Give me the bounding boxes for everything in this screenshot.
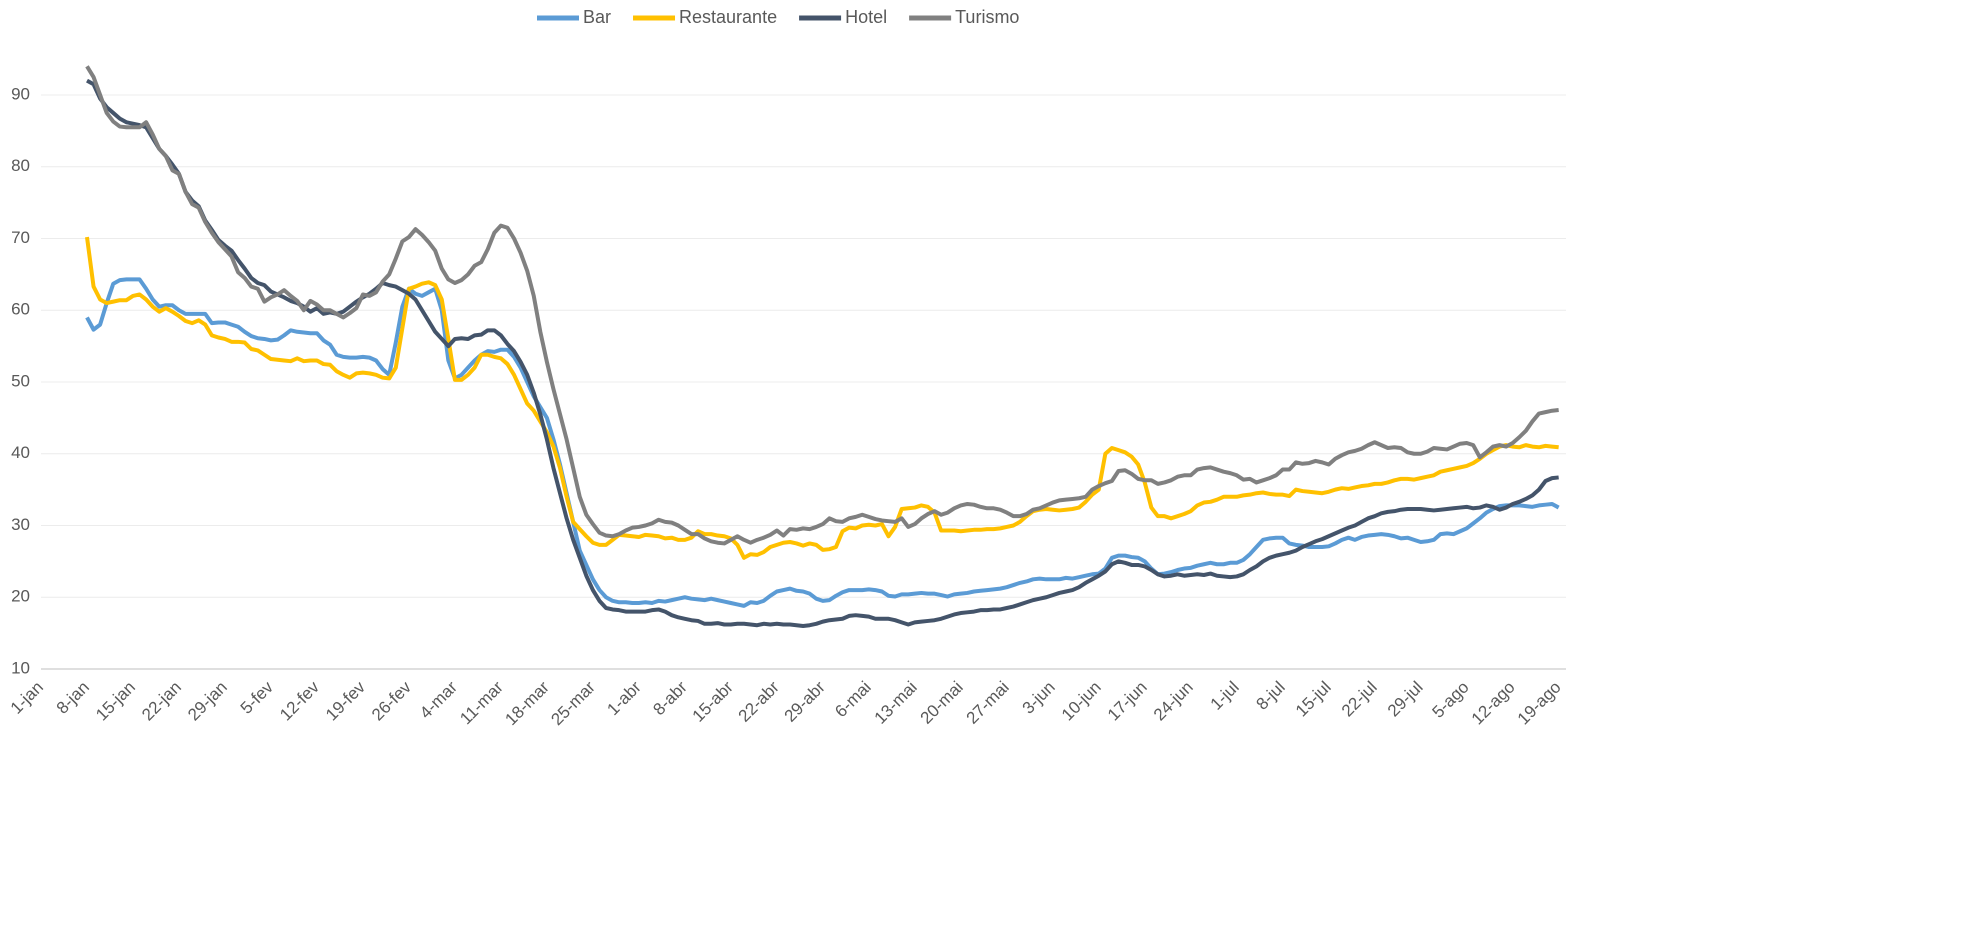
y-tick-label: 90 xyxy=(11,84,30,103)
x-tick-label: 29-abr xyxy=(781,677,829,725)
x-tick-label: 1-jul xyxy=(1207,678,1243,714)
x-tick-label: 12-ago xyxy=(1468,678,1519,729)
x-tick-label: 6-mai xyxy=(831,678,874,721)
y-tick-label: 40 xyxy=(11,443,30,462)
x-tick-label: 8-jul xyxy=(1253,678,1289,714)
x-tick-label: 12-fev xyxy=(276,677,323,724)
x-tick-label: 11-mar xyxy=(456,677,507,728)
x-tick-label: 19-fev xyxy=(322,677,369,724)
y-tick-label: 20 xyxy=(11,587,30,606)
legend-label: Bar xyxy=(583,7,611,27)
y-tick-label: 70 xyxy=(11,228,30,247)
legend: Bar Restaurante Hotel Turismo xyxy=(537,7,1019,27)
x-tick-label: 27-mai xyxy=(963,678,1013,728)
x-tick-label: 18-mar xyxy=(501,677,553,729)
x-tick-label: 22-jan xyxy=(138,678,185,725)
x-tick-label: 1-jan xyxy=(7,678,47,718)
x-tick-label: 15-abr xyxy=(689,677,737,725)
x-tick-label: 1-abr xyxy=(603,677,645,719)
x-tick-label: 5-fev xyxy=(237,677,278,718)
x-tick-label: 13-mai xyxy=(871,678,921,728)
x-tick-label: 19-ago xyxy=(1514,678,1565,729)
y-tick-label: 30 xyxy=(11,515,30,534)
legend-label: Restaurante xyxy=(679,7,777,27)
series-line xyxy=(85,65,1559,546)
x-tick-label: 15-jul xyxy=(1292,678,1335,721)
x-tick-label: 3-jun xyxy=(1019,678,1059,718)
x-tick-label: 10-jun xyxy=(1058,678,1105,725)
legend-label: Hotel xyxy=(845,7,887,27)
legend-label: Turismo xyxy=(955,7,1019,27)
x-tick-label: 15-jan xyxy=(92,678,139,725)
x-tick-label: 29-jul xyxy=(1384,678,1427,721)
x-tick-label: 24-jun xyxy=(1150,678,1197,725)
x-tick-label: 20-mai xyxy=(917,678,967,728)
x-tick-label: 25-mar xyxy=(547,677,599,729)
x-tick-label: 8-abr xyxy=(649,677,691,719)
x-tick-label: 29-jan xyxy=(184,678,231,725)
x-tick-label: 4-mar xyxy=(416,677,461,722)
x-tick-label: 22-abr xyxy=(735,677,783,725)
series-line xyxy=(85,277,1560,608)
y-tick-label: 50 xyxy=(11,371,30,390)
y-tick-label: 60 xyxy=(11,300,30,319)
x-tick-label: 17-jun xyxy=(1104,678,1151,725)
x-tick-label: 8-jan xyxy=(53,678,93,718)
x-tick-label: 22-jul xyxy=(1338,678,1381,721)
x-tick-label: 26-fev xyxy=(368,677,415,724)
x-tick-label: 5-ago xyxy=(1429,678,1473,722)
series-line xyxy=(85,236,1559,560)
y-tick-label: 10 xyxy=(11,658,30,677)
y-tick-label: 80 xyxy=(11,156,30,175)
